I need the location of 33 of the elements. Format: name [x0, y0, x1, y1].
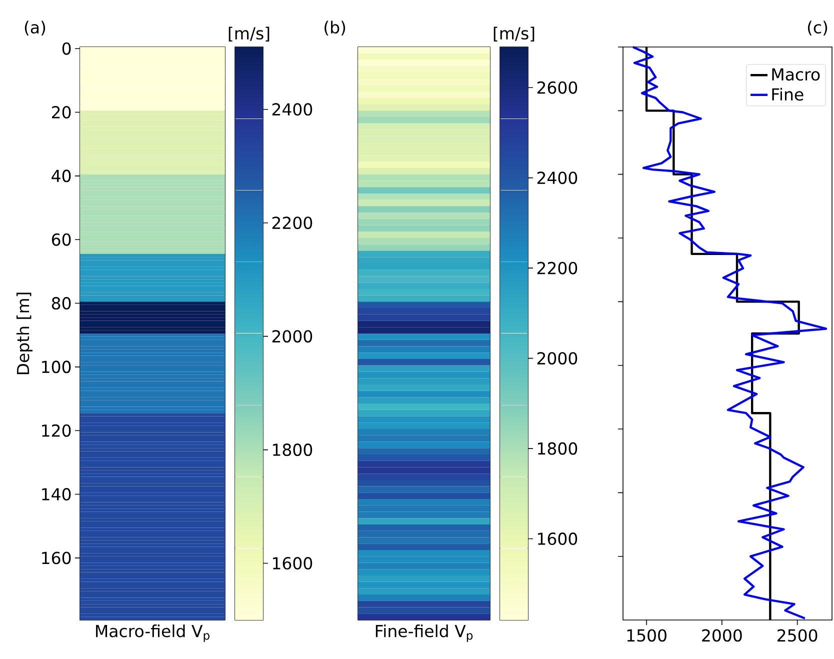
color-bar-label: 2000 [272, 330, 312, 343]
color-bar-label: 1800 [538, 442, 578, 455]
color-bar-label: 2600 [537, 81, 578, 94]
y-tick-label: 60 [52, 233, 71, 246]
y-axis-title: Depth [m] [16, 292, 32, 374]
color-bar-label: 1600 [273, 557, 312, 570]
x-tick-label: 2000 [702, 629, 742, 642]
y-tick-label: 120 [42, 424, 71, 437]
color-bar-label: 2400 [537, 172, 578, 184]
chart-title: (b) [324, 20, 346, 36]
y-tick-label: 160 [42, 552, 71, 564]
y-tick-label: 40 [52, 170, 71, 182]
y-tick-label: 140 [42, 488, 71, 501]
y-tick-label: 0 [62, 42, 71, 55]
color-bar-title: [m/s] [228, 26, 270, 42]
color-bar-label: 1600 [538, 532, 578, 546]
color-bar-label: 1800 [273, 444, 312, 456]
legend-label: Fine [772, 88, 804, 101]
x-tick-label: 2500 [778, 629, 818, 642]
y-tick-label: 80 [52, 297, 71, 310]
legend-label: Macro [772, 68, 820, 81]
color-bar-label: 2000 [537, 352, 578, 365]
chart-title: (c) [808, 20, 828, 36]
color-bar-label: 2200 [537, 262, 578, 274]
y-tick-label: 100 [42, 360, 71, 374]
chart-title: (a) [24, 20, 46, 36]
x-axis-title: Macro-field V$_{p}$ [96, 624, 210, 642]
color-bar-label: 2400 [272, 103, 312, 116]
x-axis-title: Fine-field V$_{p}$ [376, 624, 473, 642]
x-tick-label: 1500 [627, 629, 666, 642]
y-tick-label: 20 [52, 106, 71, 118]
color-bar-label: 2200 [272, 216, 312, 230]
color-bar-title: [m/s] [494, 26, 534, 42]
